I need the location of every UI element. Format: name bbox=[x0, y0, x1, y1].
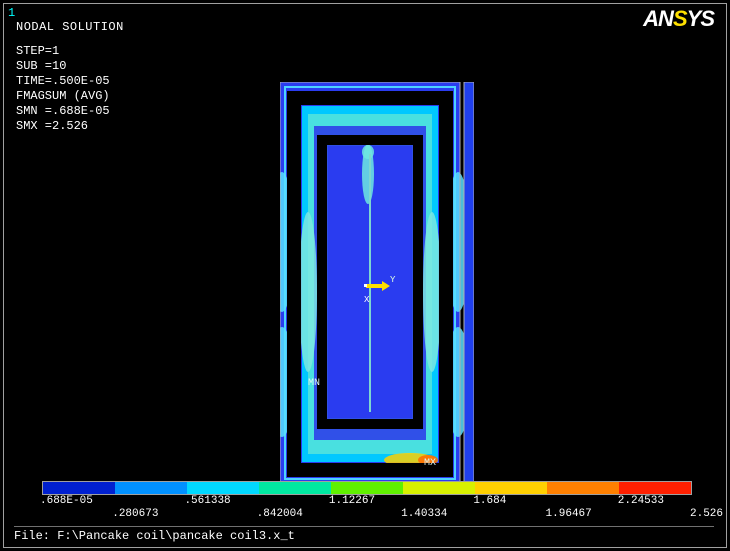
legend-bar bbox=[42, 481, 692, 495]
color-legend: .688E-05 .561338 1.12267 1.684 2.24533 .28067… bbox=[42, 481, 692, 521]
legend-segment bbox=[187, 482, 259, 494]
legend-segment bbox=[475, 482, 547, 494]
mn-label: MN bbox=[308, 378, 320, 389]
legend-ticks-row1: .688E-05 .561338 1.12267 1.684 2.24533 bbox=[42, 495, 692, 508]
solution-info: STEP=1 SUB =10 TIME=.500E-05 FMAGSUM (AV… bbox=[16, 44, 110, 134]
legend-tick: .842004 bbox=[257, 508, 303, 520]
legend-segment bbox=[403, 482, 475, 494]
legend-tick: 1.12267 bbox=[329, 495, 375, 507]
legend-tick: 1.684 bbox=[473, 495, 506, 507]
info-step: STEP=1 bbox=[16, 44, 110, 59]
logo-an: AN bbox=[643, 6, 673, 31]
legend-tick: .561338 bbox=[184, 495, 230, 507]
legend-segment bbox=[547, 482, 619, 494]
ansys-logo: ANSYS bbox=[643, 6, 714, 32]
legend-tick: .688E-05 bbox=[40, 495, 93, 507]
contour-svg bbox=[280, 82, 474, 484]
legend-segment bbox=[331, 482, 403, 494]
legend-tick: 2.526 bbox=[690, 508, 723, 520]
info-sub: SUB =10 bbox=[16, 59, 110, 74]
solution-title: NODAL SOLUTION bbox=[16, 20, 124, 34]
window-number: 1 bbox=[8, 6, 15, 20]
info-smx: SMX =2.526 bbox=[16, 119, 110, 134]
info-smn: SMN =.688E-05 bbox=[16, 104, 110, 119]
logo-ys: YS bbox=[687, 6, 714, 31]
legend-segment bbox=[43, 482, 115, 494]
file-path: File: F:\Pancake coil\pancake coil3.x_t bbox=[14, 526, 714, 543]
legend-segment bbox=[115, 482, 187, 494]
contour-plot: MN MX YX bbox=[280, 82, 474, 484]
legend-segment bbox=[619, 482, 691, 494]
logo-s: S bbox=[673, 6, 687, 31]
legend-tick: .280673 bbox=[112, 508, 158, 520]
mx-label: MX bbox=[424, 458, 436, 469]
legend-ticks-row2: .280673.8420041.403341.964672.526 bbox=[42, 508, 692, 521]
legend-tick: 1.96467 bbox=[546, 508, 592, 520]
info-var: FMAGSUM (AVG) bbox=[16, 89, 110, 104]
legend-tick: 2.24533 bbox=[618, 495, 664, 507]
legend-segment bbox=[259, 482, 331, 494]
legend-tick: 1.40334 bbox=[401, 508, 447, 520]
info-time: TIME=.500E-05 bbox=[16, 74, 110, 89]
